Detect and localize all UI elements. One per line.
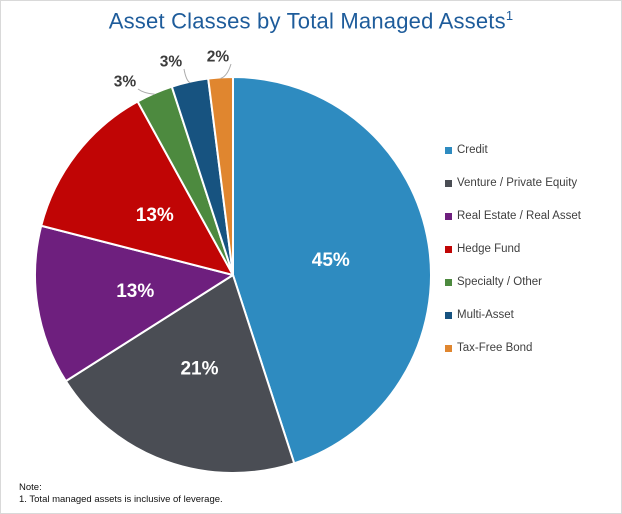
legend-swatch-icon bbox=[445, 279, 452, 286]
legend-item-specialty-other: Specialty / Other bbox=[445, 276, 581, 289]
legend-item-tax-free-bond: Tax-Free Bond bbox=[445, 342, 581, 355]
legend-label: Tax-Free Bond bbox=[457, 342, 533, 354]
legend-item-credit: Credit bbox=[445, 144, 581, 157]
legend-label: Real Estate / Real Asset bbox=[457, 210, 582, 222]
legend-swatch-icon bbox=[445, 180, 452, 187]
legend-swatch-icon bbox=[445, 345, 452, 352]
pie-slice-venture-private-equity bbox=[64, 274, 296, 474]
pie-value-label-specialty-other: 3% bbox=[114, 74, 137, 91]
legend-item-multi-asset: Multi-Asset bbox=[445, 309, 581, 322]
pie-slice-credit bbox=[232, 76, 432, 465]
pie-value-label-venture-private-equity: 21% bbox=[180, 359, 218, 380]
pie-value-label-hedge-fund: 13% bbox=[136, 205, 174, 226]
pie-value-label-tax-free-bond: 2% bbox=[207, 49, 230, 66]
chart-title-text: Asset Classes by Total Managed Assets bbox=[108, 8, 506, 34]
legend-item-hedge-fund: Hedge Fund bbox=[445, 243, 581, 256]
legend-swatch-icon bbox=[445, 246, 452, 253]
pie-slice-tax-free-bond bbox=[207, 76, 234, 276]
legend-label: Venture / Private Equity bbox=[457, 177, 578, 189]
pie-value-label-credit: 45% bbox=[312, 250, 350, 271]
pie-slice-real-estate-real-asset bbox=[34, 224, 234, 383]
pie-value-label-real-estate-real-asset: 13% bbox=[116, 281, 154, 302]
footnote-heading: Note: bbox=[19, 482, 42, 493]
legend-label: Multi-Asset bbox=[457, 309, 514, 321]
chart-footnote: Note: 1. Total managed assets is inclusi… bbox=[19, 482, 223, 506]
leader-line-tax-free-bond bbox=[220, 63, 232, 79]
leader-line-multi-asset bbox=[183, 68, 191, 84]
legend-swatch-icon bbox=[445, 147, 452, 154]
chart-title-footnote-marker: 1 bbox=[505, 8, 514, 23]
legend-item-real-estate-real-asset: Real Estate / Real Asset bbox=[445, 210, 581, 223]
legend-item-venture-private-equity: Venture / Private Equity bbox=[445, 177, 581, 190]
legend-label: Specialty / Other bbox=[457, 276, 543, 288]
leader-line-specialty-other bbox=[137, 88, 155, 95]
legend-swatch-icon bbox=[445, 312, 452, 319]
legend-label: Hedge Fund bbox=[457, 243, 521, 255]
pie-slice-hedge-fund bbox=[40, 100, 234, 276]
footnote-line: 1. Total managed assets is inclusive of … bbox=[19, 494, 223, 505]
chart-title: Asset Classes by Total Managed Assets1 bbox=[1, 8, 621, 34]
legend-label: Credit bbox=[457, 144, 488, 156]
chart-legend: Credit Venture / Private Equity Real Est… bbox=[445, 144, 581, 355]
pie-value-label-multi-asset: 3% bbox=[160, 54, 183, 71]
legend-swatch-icon bbox=[445, 213, 452, 220]
